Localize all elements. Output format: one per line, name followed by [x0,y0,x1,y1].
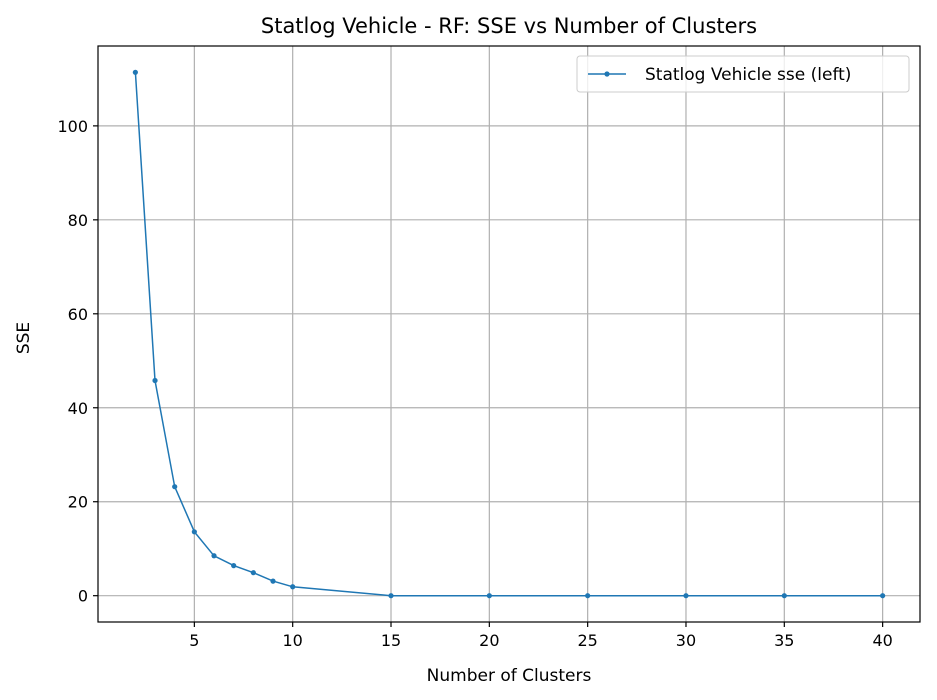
legend-label: Statlog Vehicle sse (left) [645,65,851,85]
data-point [152,377,158,384]
x-axis-label: Number of Clusters [427,666,592,686]
data-point [172,484,178,490]
x-tick-label: 35 [774,631,794,650]
plot-area [132,69,886,599]
y-axis-label: SSE [14,322,34,354]
x-tick-label: 15 [381,631,401,650]
data-point [388,593,394,599]
x-tick-label: 5 [189,631,199,650]
data-point [191,529,197,535]
legend-box [576,55,910,93]
axis-ticks: 5 10 15 20 25 30 35 40 0 20 40 60 80 100 [57,117,892,650]
data-point [270,578,276,584]
data-point [880,593,886,599]
grid-lines [98,46,920,622]
data-point [250,570,256,576]
y-tick-label: 0 [78,587,88,606]
x-tick-label: 40 [872,631,892,650]
x-tick-label: 10 [283,631,303,650]
x-tick-label: 20 [479,631,499,650]
data-point [211,553,217,559]
y-tick-label: 40 [68,399,88,418]
data-point [585,593,591,599]
data-point [781,593,787,599]
y-tick-label: 60 [68,305,88,324]
chart-title: Statlog Vehicle - RF: SSE vs Number of C… [261,14,757,38]
y-tick-label: 80 [68,211,88,230]
y-tick-label: 20 [68,493,88,512]
data-point [683,593,689,599]
data-point [132,69,138,75]
x-tick-label: 30 [676,631,696,650]
data-point [290,584,296,590]
x-tick-label: 25 [577,631,597,650]
y-tick-label: 100 [57,117,88,136]
axes-frame [97,45,921,623]
legend-marker-swatch [604,71,610,77]
data-point [231,563,237,569]
data-point [486,593,492,599]
legend: Statlog Vehicle sse (left) [576,55,910,93]
